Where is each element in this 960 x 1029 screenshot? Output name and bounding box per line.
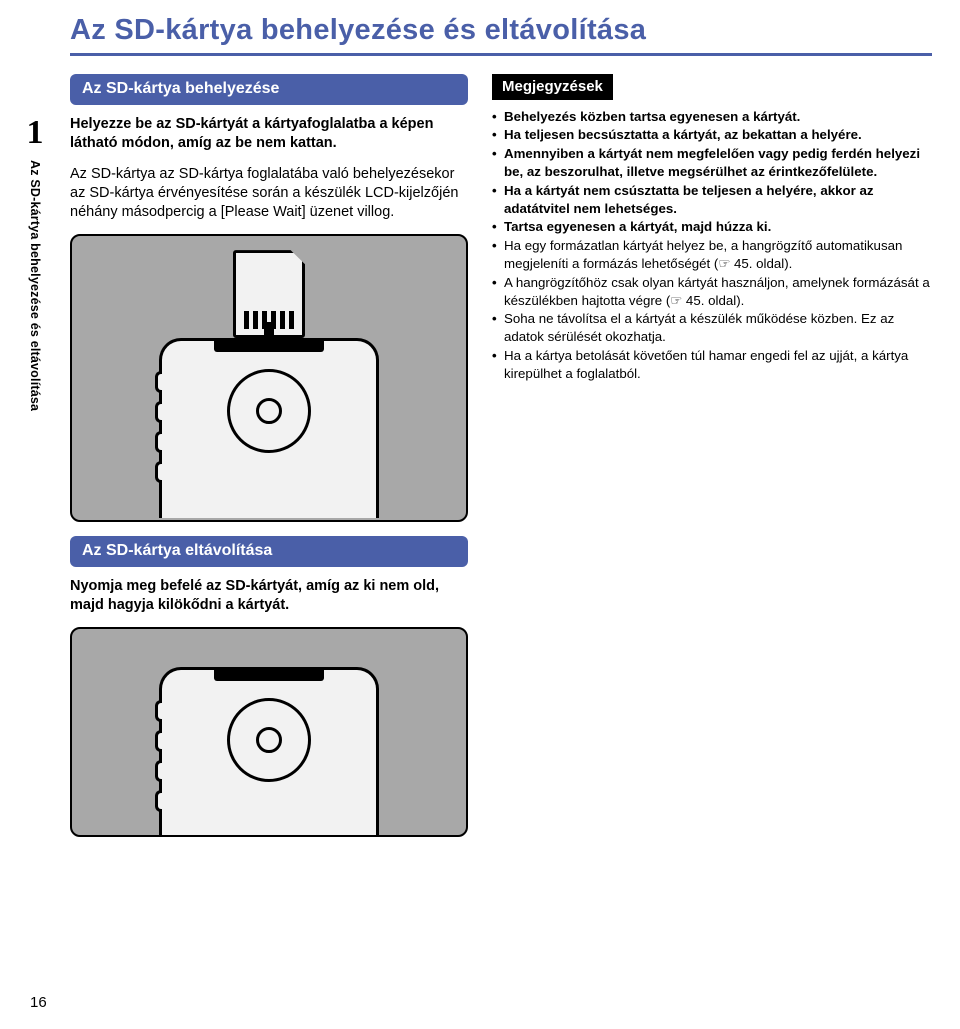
note-item: Ha a kártyát nem csúsztatta be teljesen … xyxy=(492,182,932,218)
page-title: Az SD-kártya behelyezése és eltávolítása xyxy=(0,0,960,53)
device-icon xyxy=(159,667,379,837)
note-item: Ha egy formázatlan kártyát helyez be, a … xyxy=(492,237,932,273)
note-item: A hangrögzítőhöz csak olyan kártyát hasz… xyxy=(492,274,932,310)
insert-instruction-2: Az SD-kártya az SD-kártya foglalatába va… xyxy=(70,165,468,222)
page-number: 16 xyxy=(30,994,47,1011)
heading-insert: Az SD-kártya behelyezése xyxy=(70,74,468,105)
note-item: Amennyiben a kártyát nem megfelelően vag… xyxy=(492,145,932,181)
side-vertical-label: Az SD-kártya behelyezése és eltávolítása xyxy=(28,160,42,411)
remove-instruction: Nyomja meg befelé az SD-kártyát, amíg az… xyxy=(70,577,468,615)
illustration-remove xyxy=(70,627,468,837)
heading-remove: Az SD-kártya eltávolítása xyxy=(70,536,468,567)
side-column: 1 Az SD-kártya behelyezése és eltávolítá… xyxy=(0,74,70,852)
right-column: Megjegyzések Behelyezés közben tartsa eg… xyxy=(488,74,932,852)
note-item: Tartsa egyenesen a kártyát, majd húzza k… xyxy=(492,218,932,236)
insert-instruction-1: Helyezze be az SD-kártyát a kártyafoglal… xyxy=(70,115,468,153)
note-item: Ha a kártya betolását követően túl hamar… xyxy=(492,347,932,383)
left-column: Az SD-kártya behelyezése Helyezze be az … xyxy=(70,74,488,852)
note-item: Behelyezés közben tartsa egyenesen a kár… xyxy=(492,108,932,126)
notes-list: Behelyezés közben tartsa egyenesen a kár… xyxy=(492,108,932,383)
note-item: Ha teljesen becsúsztatta a kártyát, az b… xyxy=(492,126,932,144)
note-item: Soha ne távolítsa el a kártyát a készülé… xyxy=(492,310,932,346)
chapter-number: 1 xyxy=(27,116,44,150)
device-icon xyxy=(159,338,379,518)
illustration-insert xyxy=(70,234,468,522)
content-row: 1 Az SD-kártya behelyezése és eltávolítá… xyxy=(0,56,960,852)
notes-label: Megjegyzések xyxy=(492,74,613,100)
